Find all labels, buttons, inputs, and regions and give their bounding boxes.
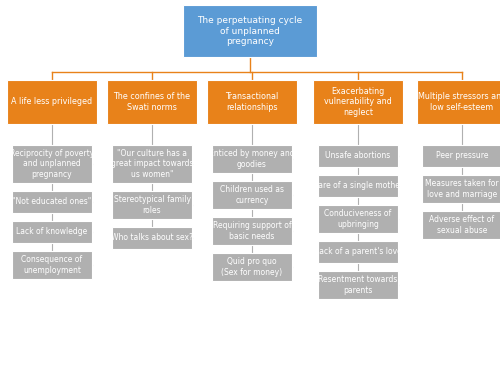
Text: Adverse effect of
sexual abuse: Adverse effect of sexual abuse <box>430 215 494 235</box>
FancyBboxPatch shape <box>422 145 500 167</box>
Text: The confines of the
Swati norms: The confines of the Swati norms <box>114 92 190 112</box>
Text: Lack of a parent's love: Lack of a parent's love <box>314 248 402 256</box>
FancyBboxPatch shape <box>112 227 192 249</box>
Text: Conduciveness of
upbringing: Conduciveness of upbringing <box>324 209 392 229</box>
FancyBboxPatch shape <box>112 145 192 183</box>
Text: Transactional
relationships: Transactional relationships <box>226 92 278 112</box>
Text: Consequence of
unemployment: Consequence of unemployment <box>22 255 82 275</box>
Text: Quid pro quo
(Sex for money): Quid pro quo (Sex for money) <box>222 257 282 277</box>
FancyBboxPatch shape <box>212 217 292 245</box>
Text: Stereotypical family
roles: Stereotypical family roles <box>114 195 190 215</box>
Text: Who talks about sex?: Who talks about sex? <box>111 233 193 242</box>
Text: Peer pressure: Peer pressure <box>436 151 488 160</box>
Text: Exacerbating
vulnerability and
neglect: Exacerbating vulnerability and neglect <box>324 87 392 117</box>
FancyBboxPatch shape <box>313 80 403 124</box>
FancyBboxPatch shape <box>12 221 92 243</box>
FancyBboxPatch shape <box>318 241 398 263</box>
FancyBboxPatch shape <box>183 5 317 57</box>
FancyBboxPatch shape <box>318 175 398 197</box>
Text: Multiple stressors and
low self-esteem: Multiple stressors and low self-esteem <box>418 92 500 112</box>
Text: "Not educated ones": "Not educated ones" <box>12 197 92 206</box>
FancyBboxPatch shape <box>12 251 92 279</box>
Text: "Our culture has a
great impact towards
us women": "Our culture has a great impact towards … <box>111 149 193 179</box>
FancyBboxPatch shape <box>212 145 292 173</box>
FancyBboxPatch shape <box>12 145 92 183</box>
FancyBboxPatch shape <box>318 145 398 167</box>
FancyBboxPatch shape <box>212 253 292 281</box>
Text: The perpetuating cycle
of unplanned
pregnancy: The perpetuating cycle of unplanned preg… <box>198 16 302 46</box>
Text: Enticed by money and
goodies: Enticed by money and goodies <box>209 149 295 169</box>
Text: Requiring support of
basic needs: Requiring support of basic needs <box>212 221 292 241</box>
FancyBboxPatch shape <box>318 205 398 233</box>
FancyBboxPatch shape <box>318 271 398 299</box>
Text: Children used as
currency: Children used as currency <box>220 185 284 205</box>
FancyBboxPatch shape <box>422 211 500 239</box>
Text: Unsafe abortions: Unsafe abortions <box>326 151 390 160</box>
FancyBboxPatch shape <box>417 80 500 124</box>
FancyBboxPatch shape <box>422 175 500 203</box>
Text: Lack of knowledge: Lack of knowledge <box>16 228 88 237</box>
FancyBboxPatch shape <box>112 191 192 219</box>
FancyBboxPatch shape <box>207 80 297 124</box>
FancyBboxPatch shape <box>212 181 292 209</box>
Text: A life less privileged: A life less privileged <box>12 97 92 106</box>
Text: Measures taken for
love and marriage: Measures taken for love and marriage <box>425 179 499 199</box>
Text: Reciprocity of poverty
and unplanned
pregnancy: Reciprocity of poverty and unplanned pre… <box>10 149 94 179</box>
Text: Resentment towards
parents: Resentment towards parents <box>318 275 398 295</box>
FancyBboxPatch shape <box>7 80 97 124</box>
FancyBboxPatch shape <box>107 80 197 124</box>
FancyBboxPatch shape <box>12 191 92 213</box>
Text: Care of a single mother: Care of a single mother <box>313 181 403 190</box>
